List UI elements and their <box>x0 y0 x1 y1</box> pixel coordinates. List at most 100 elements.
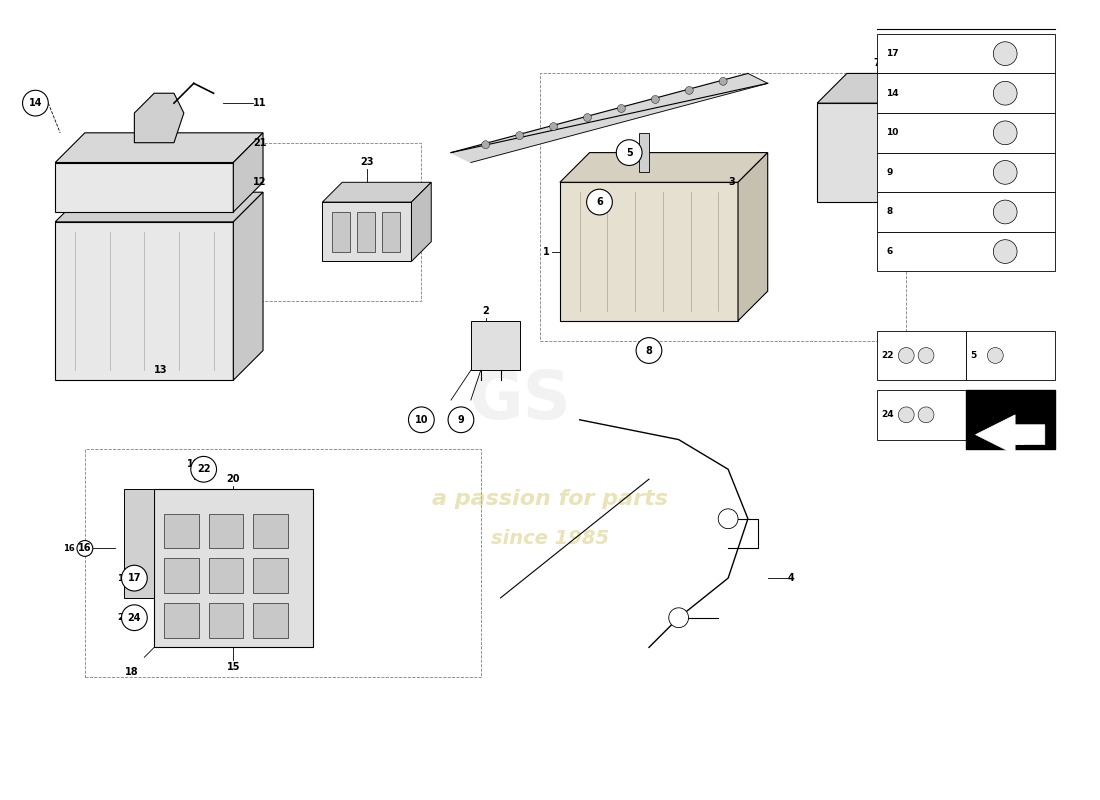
Text: 19: 19 <box>187 459 200 470</box>
Text: 21: 21 <box>253 138 266 148</box>
Circle shape <box>918 407 934 422</box>
Circle shape <box>77 541 92 556</box>
Text: GS: GS <box>469 367 572 433</box>
Text: 9: 9 <box>887 168 893 177</box>
Text: 15: 15 <box>227 662 240 672</box>
Circle shape <box>993 240 1018 263</box>
Text: 13: 13 <box>154 366 167 375</box>
Circle shape <box>550 122 558 130</box>
Text: 14: 14 <box>887 89 899 98</box>
Text: 8: 8 <box>887 207 893 217</box>
FancyBboxPatch shape <box>877 113 1055 153</box>
FancyBboxPatch shape <box>471 321 520 370</box>
Circle shape <box>408 407 435 433</box>
Circle shape <box>586 190 613 215</box>
Bar <box>194 142 421 301</box>
FancyBboxPatch shape <box>877 34 1055 74</box>
Text: 24: 24 <box>128 613 141 622</box>
Circle shape <box>899 407 914 422</box>
Circle shape <box>993 121 1018 145</box>
Text: 5: 5 <box>626 148 632 158</box>
FancyBboxPatch shape <box>358 212 375 251</box>
FancyBboxPatch shape <box>966 390 1055 450</box>
Polygon shape <box>560 153 768 182</box>
Text: 17: 17 <box>887 49 899 58</box>
Text: 5: 5 <box>970 351 977 360</box>
Circle shape <box>23 90 48 116</box>
FancyBboxPatch shape <box>877 192 1055 232</box>
Polygon shape <box>956 74 986 202</box>
Circle shape <box>993 200 1018 224</box>
Polygon shape <box>124 489 154 598</box>
Circle shape <box>583 114 592 122</box>
Text: 24: 24 <box>881 410 894 419</box>
Text: 4: 4 <box>788 573 794 583</box>
FancyBboxPatch shape <box>966 330 1055 380</box>
Bar <box>540 74 906 341</box>
FancyBboxPatch shape <box>877 74 1055 113</box>
FancyBboxPatch shape <box>382 212 399 251</box>
FancyBboxPatch shape <box>322 202 411 262</box>
Circle shape <box>899 347 914 363</box>
Circle shape <box>121 566 147 591</box>
Polygon shape <box>817 103 956 202</box>
Polygon shape <box>233 133 263 212</box>
Text: 17: 17 <box>117 574 130 582</box>
Circle shape <box>685 86 693 94</box>
Text: 23: 23 <box>360 158 374 167</box>
FancyBboxPatch shape <box>253 603 288 638</box>
Polygon shape <box>639 133 649 172</box>
Circle shape <box>993 82 1018 105</box>
Circle shape <box>516 132 524 139</box>
Text: 14: 14 <box>29 98 42 108</box>
Polygon shape <box>55 192 263 222</box>
Polygon shape <box>55 162 233 212</box>
Text: 9: 9 <box>458 414 464 425</box>
Polygon shape <box>134 94 184 142</box>
Circle shape <box>719 78 727 86</box>
Circle shape <box>617 105 625 113</box>
Text: 2: 2 <box>482 306 490 316</box>
Polygon shape <box>322 182 431 202</box>
FancyBboxPatch shape <box>877 153 1055 192</box>
FancyBboxPatch shape <box>877 330 966 380</box>
Circle shape <box>190 457 217 482</box>
Text: 24: 24 <box>117 614 130 622</box>
Circle shape <box>121 605 147 630</box>
Text: 905 02: 905 02 <box>996 438 1024 446</box>
Circle shape <box>988 347 1003 363</box>
FancyBboxPatch shape <box>253 558 288 593</box>
Text: 6: 6 <box>596 197 603 207</box>
Text: 17: 17 <box>128 573 141 583</box>
Text: 6: 6 <box>887 247 893 256</box>
FancyBboxPatch shape <box>209 514 243 549</box>
FancyBboxPatch shape <box>209 603 243 638</box>
Polygon shape <box>233 192 263 380</box>
Text: 22: 22 <box>197 464 210 474</box>
FancyBboxPatch shape <box>332 212 350 251</box>
Circle shape <box>993 161 1018 184</box>
Polygon shape <box>738 153 768 321</box>
Circle shape <box>651 95 659 103</box>
Polygon shape <box>411 182 431 262</box>
Text: 11: 11 <box>253 98 266 108</box>
Circle shape <box>993 42 1018 66</box>
FancyBboxPatch shape <box>164 603 199 638</box>
Text: 18: 18 <box>124 667 139 677</box>
Polygon shape <box>560 182 738 321</box>
FancyBboxPatch shape <box>164 558 199 593</box>
Circle shape <box>636 338 662 363</box>
FancyBboxPatch shape <box>877 390 966 439</box>
Circle shape <box>482 141 490 149</box>
Text: 10: 10 <box>887 128 899 138</box>
FancyBboxPatch shape <box>209 558 243 593</box>
Text: 12: 12 <box>253 178 266 187</box>
Text: 16: 16 <box>78 543 91 554</box>
Circle shape <box>669 608 689 628</box>
Polygon shape <box>817 74 986 103</box>
FancyBboxPatch shape <box>877 232 1055 271</box>
Polygon shape <box>55 222 233 380</box>
FancyBboxPatch shape <box>164 514 199 549</box>
Polygon shape <box>55 133 263 162</box>
Circle shape <box>448 407 474 433</box>
